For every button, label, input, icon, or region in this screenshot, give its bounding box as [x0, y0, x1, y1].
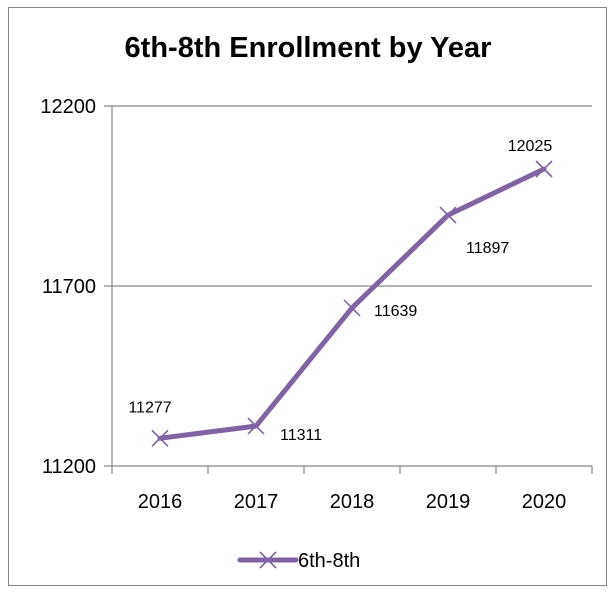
- chart-title: 6th-8th Enrollment by Year: [124, 32, 492, 64]
- data-point-2020: [535, 160, 553, 178]
- data-point-2016: [151, 429, 169, 447]
- chart-frame: [8, 7, 607, 586]
- axes: 11200 11700 12200 2016 2017 2018 2019 2020: [40, 96, 593, 513]
- data-label-2017: 11311: [280, 427, 322, 444]
- data-label-2016: 11277: [128, 399, 171, 416]
- y-tick-label-12200: 12200: [40, 96, 96, 118]
- x-tick-label-2018: 2018: [330, 491, 375, 513]
- series-line-6th-8th: [157, 166, 547, 441]
- gridlines: [104, 105, 592, 467]
- data-point-2017: [247, 417, 265, 435]
- legend: 6th-8th: [237, 550, 360, 572]
- x-marker-stroke-b: [343, 299, 361, 317]
- x-tick-label-2016: 2016: [138, 491, 183, 513]
- data-point-2019: [439, 206, 457, 224]
- series-layer: [151, 160, 553, 447]
- x-tick-label-2020: 2020: [522, 491, 567, 513]
- data-labels: 11277 11311 11639 11897 12025: [128, 138, 552, 444]
- legend-marker: [259, 551, 277, 569]
- data-label-2019: 11897: [466, 240, 509, 257]
- x-marker-stroke-b: [247, 417, 265, 435]
- data-label-2018: 11639: [374, 303, 417, 320]
- x-marker-stroke-b: [535, 160, 553, 178]
- legend-label: 6th-8th: [298, 550, 360, 572]
- y-tick-label-11200: 11200: [42, 456, 96, 478]
- x-marker-stroke-b: [151, 429, 169, 447]
- data-label-2020: 12025: [508, 138, 553, 155]
- y-tick-label-11700: 11700: [42, 276, 96, 298]
- x-marker-stroke-b: [439, 206, 457, 224]
- x-tick-label-2019: 2019: [426, 491, 471, 513]
- x-tick-label-2017: 2017: [234, 491, 279, 513]
- data-point-2018: [343, 299, 361, 317]
- legend-marker-stroke-b: [259, 551, 277, 569]
